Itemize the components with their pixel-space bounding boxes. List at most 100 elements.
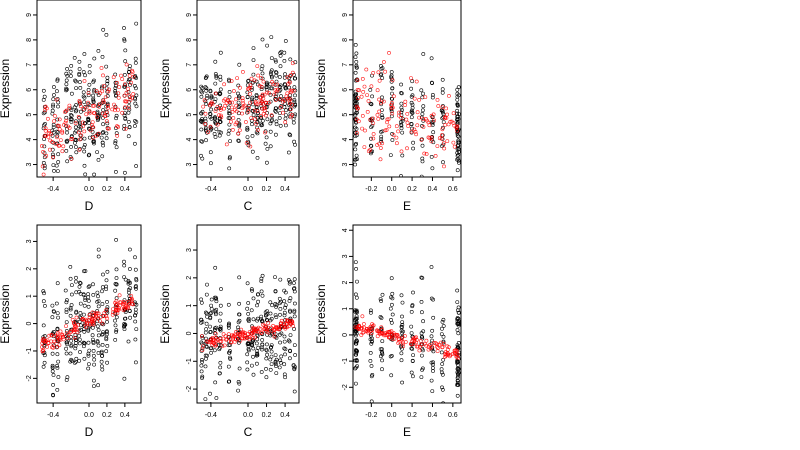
data-point-red bbox=[356, 327, 361, 331]
data-point-black bbox=[388, 153, 393, 158]
data-point-black bbox=[203, 126, 208, 130]
data-point-black bbox=[199, 363, 204, 368]
data-point-black bbox=[431, 369, 435, 373]
data-point-red bbox=[42, 134, 47, 139]
data-point-black bbox=[73, 343, 78, 348]
data-point-red bbox=[86, 91, 91, 96]
data-point-red bbox=[284, 94, 289, 99]
data-point-black bbox=[212, 117, 217, 121]
data-point-black bbox=[399, 110, 404, 115]
data-point-black bbox=[249, 308, 254, 313]
data-point-black bbox=[419, 137, 424, 142]
data-point-red bbox=[375, 328, 380, 333]
data-point-black bbox=[354, 295, 359, 300]
data-point-black bbox=[64, 148, 69, 153]
data-point-black bbox=[69, 343, 74, 348]
data-point-black bbox=[369, 102, 374, 107]
data-point-red bbox=[52, 119, 57, 124]
y-tick-label: 8 bbox=[186, 38, 193, 42]
data-point-red bbox=[56, 334, 60, 339]
data-point-black bbox=[68, 306, 73, 310]
data-point-black bbox=[128, 315, 133, 320]
data-point-black bbox=[55, 352, 60, 357]
data-point-black bbox=[209, 310, 214, 315]
data-point-black bbox=[105, 307, 110, 312]
data-point-black bbox=[65, 73, 70, 78]
data-point-red bbox=[119, 73, 123, 78]
data-point-red bbox=[199, 334, 204, 339]
data-point-red bbox=[215, 122, 220, 127]
data-point-black bbox=[441, 120, 446, 125]
data-point-black bbox=[132, 84, 137, 88]
y-tick-label: -2 bbox=[342, 384, 349, 390]
data-point-red bbox=[404, 117, 409, 122]
data-point-black bbox=[368, 350, 373, 355]
x-tick-label: 0.0 bbox=[387, 186, 397, 193]
data-point-black bbox=[282, 105, 287, 110]
data-point-red bbox=[255, 127, 260, 132]
data-point-red bbox=[378, 157, 383, 162]
data-point-black bbox=[212, 348, 217, 353]
data-point-black bbox=[282, 346, 287, 351]
y-tick-label: 4 bbox=[342, 228, 349, 232]
data-point-black bbox=[56, 359, 61, 364]
data-point-black bbox=[250, 339, 255, 344]
data-point-black bbox=[91, 339, 96, 344]
data-point-black bbox=[91, 99, 96, 104]
data-point-black bbox=[237, 275, 242, 280]
data-point-red bbox=[44, 153, 49, 158]
data-point-red bbox=[291, 323, 296, 328]
data-point-black bbox=[87, 82, 92, 87]
data-point-black bbox=[282, 59, 287, 63]
data-point-black bbox=[251, 58, 256, 63]
data-point-red bbox=[102, 311, 107, 315]
data-point-red bbox=[360, 77, 365, 81]
data-point-red bbox=[60, 149, 65, 154]
data-point-black bbox=[56, 375, 61, 379]
data-point-red bbox=[52, 339, 57, 344]
data-point-red bbox=[414, 132, 419, 137]
data-point-black bbox=[282, 50, 287, 55]
data-point-red bbox=[275, 82, 279, 87]
data-point-black bbox=[127, 247, 132, 252]
data-point-red bbox=[97, 104, 102, 109]
data-point-red bbox=[385, 120, 390, 125]
data-point-black bbox=[292, 139, 297, 144]
data-point-black bbox=[354, 63, 359, 68]
data-point-black bbox=[378, 64, 383, 68]
data-point-black bbox=[86, 353, 91, 358]
data-point-black bbox=[236, 138, 241, 143]
data-point-red bbox=[122, 93, 127, 98]
data-point-black bbox=[227, 156, 232, 161]
data-point-black bbox=[250, 133, 255, 138]
data-point-black bbox=[421, 104, 426, 109]
data-point-red bbox=[289, 73, 293, 77]
data-point-black bbox=[421, 179, 424, 182]
data-point-red bbox=[57, 127, 62, 132]
data-point-red bbox=[436, 104, 441, 108]
data-point-black bbox=[245, 360, 250, 365]
data-point-red bbox=[409, 129, 414, 134]
data-point-red bbox=[258, 99, 263, 104]
data-point-black bbox=[122, 324, 127, 329]
data-point-black bbox=[430, 115, 435, 119]
plot-frame bbox=[196, 0, 300, 178]
data-point-red bbox=[415, 123, 420, 128]
data-point-red bbox=[90, 319, 95, 324]
data-point-black bbox=[122, 376, 127, 381]
data-point-black bbox=[421, 319, 426, 324]
data-point-black bbox=[56, 130, 60, 135]
data-point-black bbox=[260, 347, 264, 352]
data-point-red bbox=[408, 341, 413, 346]
data-point-red bbox=[58, 138, 63, 143]
data-point-black bbox=[368, 358, 373, 363]
data-point-black bbox=[236, 320, 241, 325]
data-point-black bbox=[456, 93, 461, 98]
data-point-black bbox=[69, 117, 74, 122]
data-point-black bbox=[42, 137, 47, 142]
data-point-black bbox=[204, 102, 209, 106]
data-point-red bbox=[262, 106, 267, 111]
data-point-black bbox=[200, 319, 205, 324]
data-point-black bbox=[409, 370, 414, 375]
